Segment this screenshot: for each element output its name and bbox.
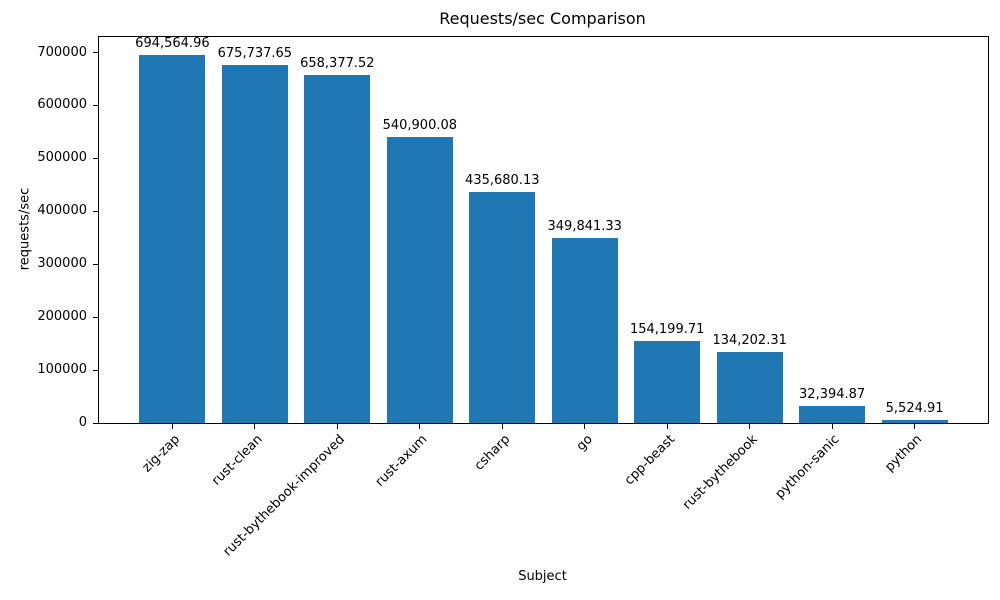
- bar-value-label: 134,202.31: [712, 332, 787, 348]
- bar-value-label: 32,394.87: [799, 386, 866, 402]
- x-tick-label: python-sanic: [772, 432, 843, 502]
- y-tick-mark: [93, 316, 98, 318]
- y-tick-label: 400000: [37, 203, 87, 219]
- x-tick-mark: [666, 424, 668, 429]
- y-tick-mark: [93, 422, 98, 424]
- bar-cpp-beast: [634, 341, 701, 423]
- bar-python: [881, 420, 948, 423]
- bar-go: [551, 237, 618, 423]
- bar-rust-bythebook: [716, 351, 783, 423]
- bar-value-label: 540,900.08: [382, 117, 458, 133]
- y-tick-label: 300000: [37, 256, 87, 272]
- x-tick-label: cpp-beast: [621, 432, 678, 489]
- y-tick-mark: [93, 52, 98, 53]
- y-tick-mark: [93, 210, 98, 212]
- bar-python-sanic: [799, 405, 866, 423]
- x-axis-label: Subject: [518, 569, 567, 584]
- x-tick-label: zig-zap: [139, 432, 184, 476]
- x-tick-label: csharp: [471, 432, 513, 474]
- x-tick-label: go: [573, 432, 596, 455]
- y-tick-label: 500000: [37, 150, 87, 166]
- y-tick-label: 600000: [37, 97, 87, 113]
- y-tick-label: 0: [78, 415, 87, 430]
- x-tick-mark: [749, 424, 751, 429]
- bar-value-label: 154,199.71: [629, 322, 705, 338]
- bar-rust-clean: [221, 65, 288, 423]
- bar-zig-zap: [139, 55, 206, 423]
- bar-value-label: 694,564.96: [135, 36, 210, 52]
- x-tick-label: rust-bythebook: [679, 432, 761, 513]
- y-tick-mark: [93, 369, 98, 371]
- x-tick-mark: [254, 424, 256, 429]
- y-tick-label: 700000: [37, 44, 87, 60]
- chart-title: Requests/sec Comparison: [439, 9, 646, 28]
- x-tick-label: python: [882, 432, 926, 475]
- y-tick-mark: [93, 263, 98, 265]
- bar-value-label: 5,524.91: [885, 401, 944, 417]
- bar-value-label: 435,680.13: [465, 173, 540, 189]
- x-tick-mark: [584, 424, 586, 429]
- bar-csharp: [469, 192, 536, 423]
- y-tick-label: 100000: [37, 362, 87, 378]
- x-tick-label: rust-clean: [208, 432, 266, 489]
- bar-value-label: 658,377.52: [300, 55, 375, 71]
- y-tick-label: 200000: [37, 309, 87, 325]
- x-tick-mark: [501, 424, 503, 429]
- y-tick-mark: [93, 157, 98, 159]
- bar-rust-bythebook-improved: [304, 74, 371, 423]
- x-tick-mark: [831, 424, 833, 429]
- x-tick-mark: [914, 424, 916, 429]
- x-tick-mark: [171, 424, 173, 429]
- bar-value-label: 349,841.33: [547, 218, 622, 234]
- plot-area: 0 100000 200000 300000 400000 500000 600000 700…: [37, 36, 989, 559]
- bar-value-label: 675,737.65: [217, 46, 293, 62]
- x-tick-mark: [419, 424, 421, 429]
- x-tick-label: rust-axum: [372, 432, 431, 490]
- bar-rust-axum: [386, 136, 453, 423]
- y-tick-mark: [93, 104, 98, 106]
- x-tick-mark: [336, 424, 338, 429]
